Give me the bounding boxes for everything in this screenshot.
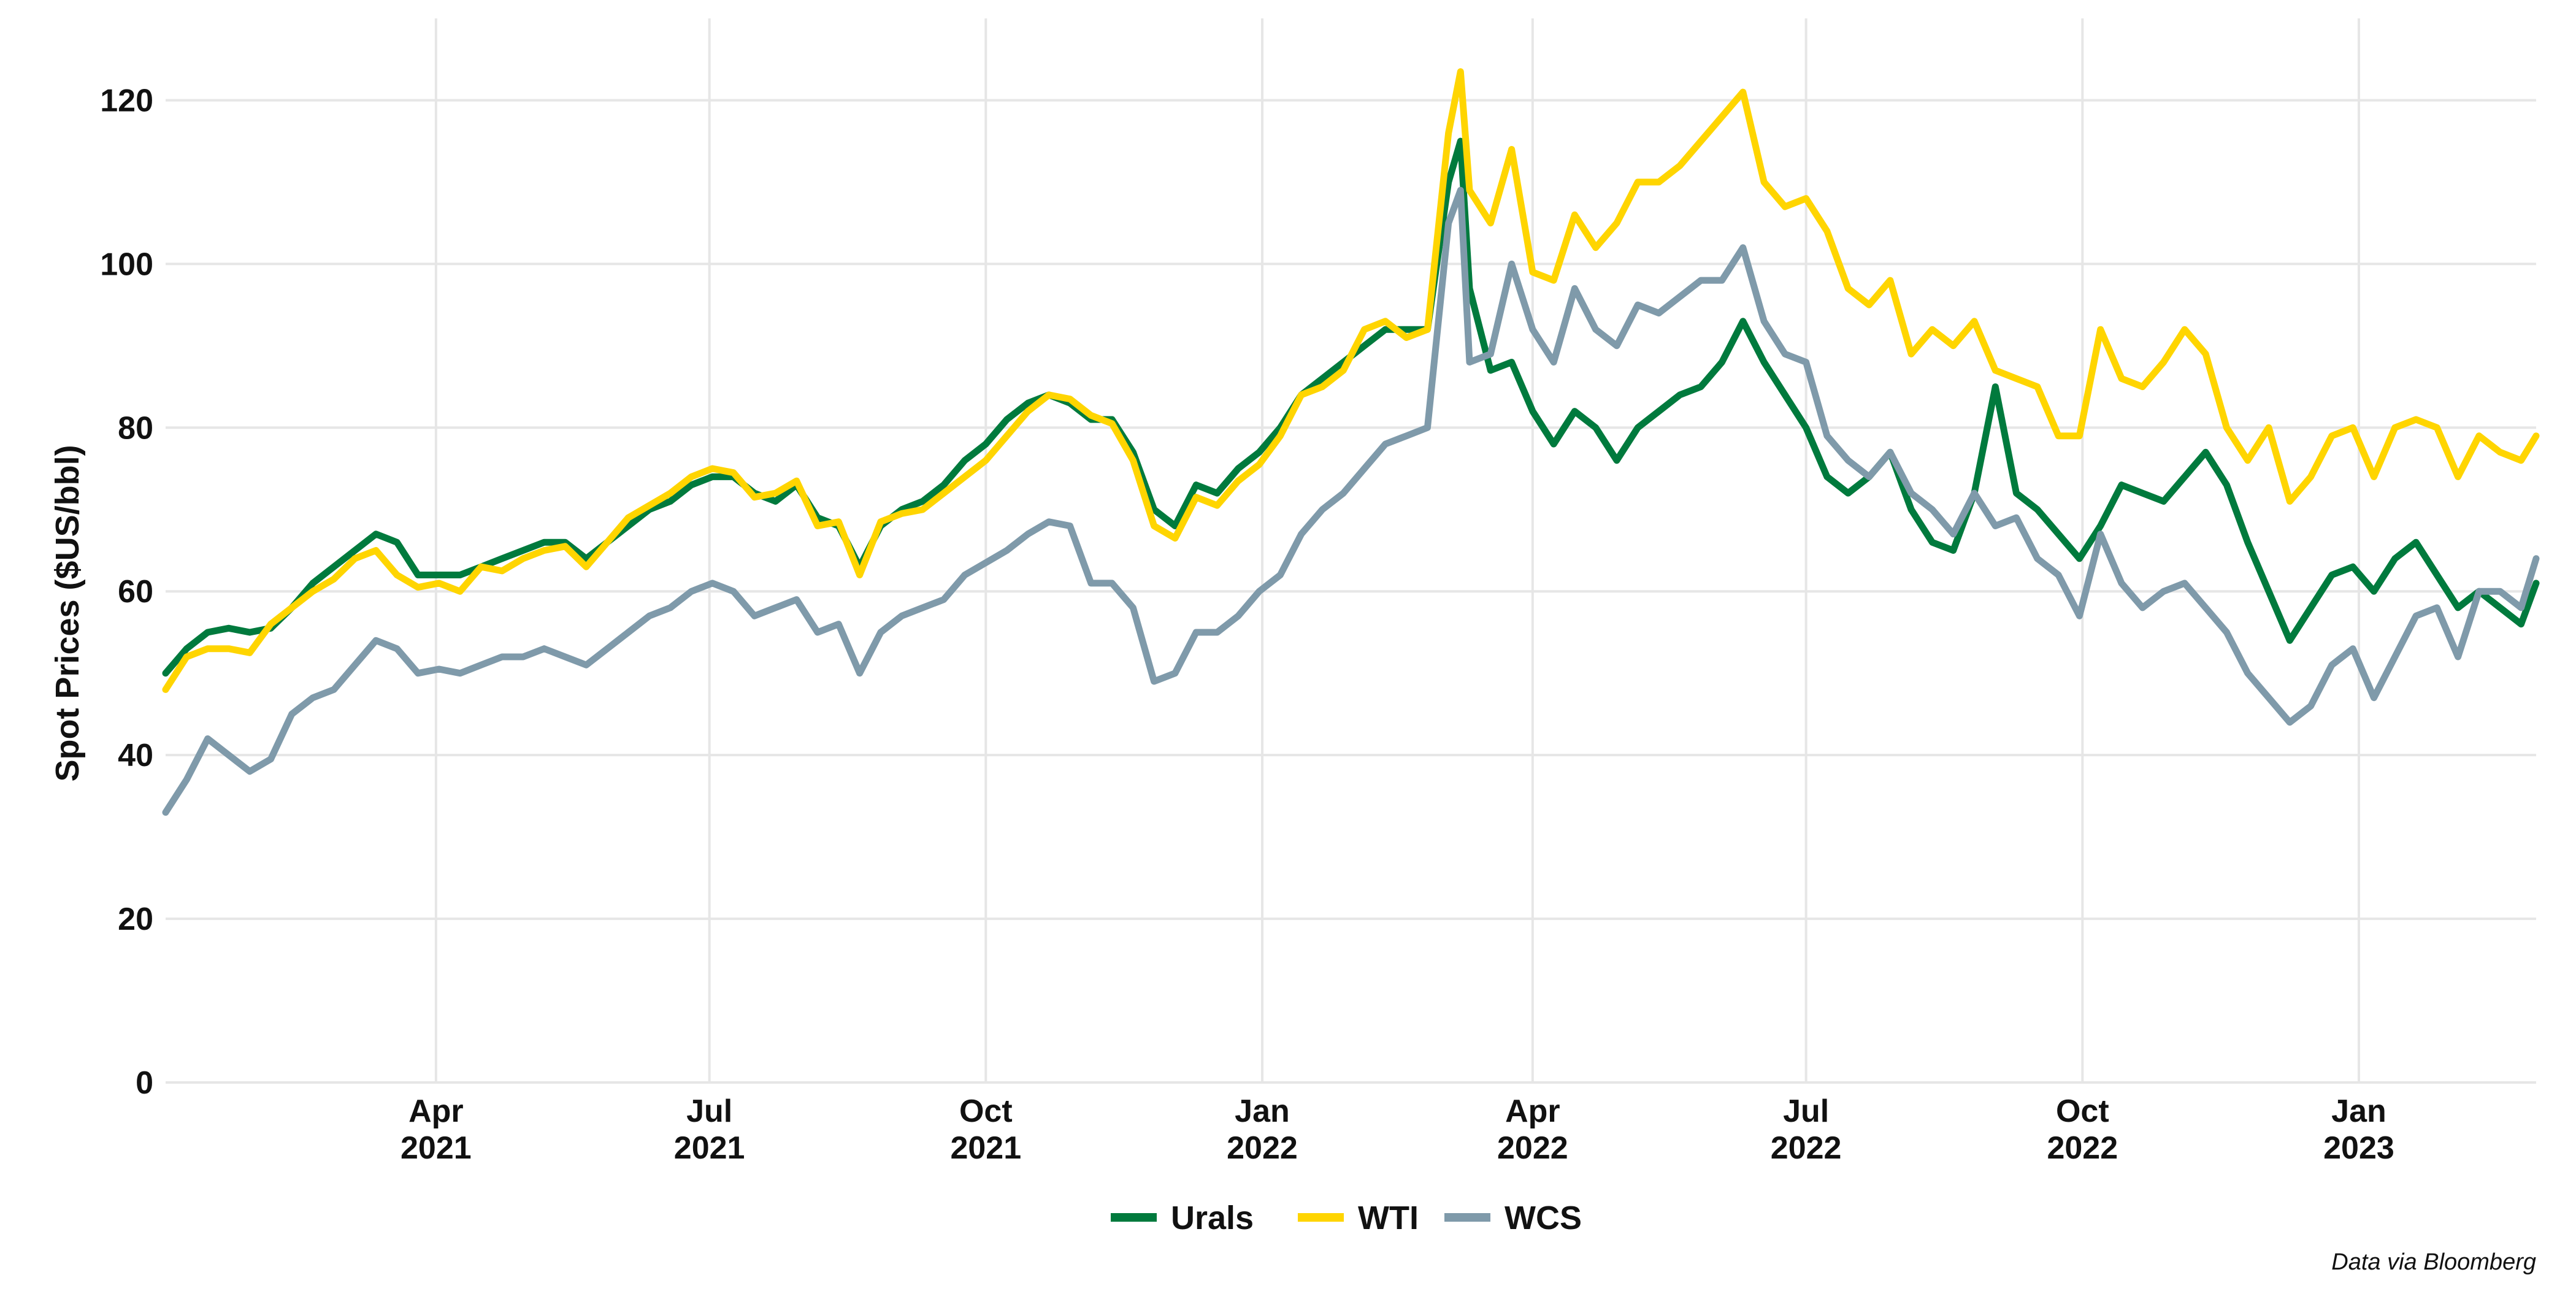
x-tick-label-month-1: Jul: [686, 1094, 732, 1129]
series-line-wcs: [162, 186, 2540, 816]
y-tick-label-20: 20: [118, 902, 153, 937]
y-tick-label-100: 100: [100, 247, 153, 282]
y-axis-title: Spot Prices ($US/bbl): [49, 445, 86, 781]
x-tick-label-year-1: 2021: [674, 1130, 745, 1166]
y-tick-label-80: 80: [118, 410, 153, 446]
x-tick-label-month-2: Oct: [959, 1094, 1013, 1129]
source-caption: Data via Bloomberg: [2331, 1249, 2536, 1275]
x-tick-label-month-0: Apr: [408, 1094, 464, 1129]
legend-label-wti: WTI: [1358, 1200, 1419, 1236]
y-tick-label-120: 120: [100, 83, 153, 118]
x-axis-ticks: Apr2021Jul2021Oct2021Jan2022Apr2022Jul20…: [401, 1094, 2394, 1166]
y-tick-label-40: 40: [118, 738, 153, 773]
legend-label-wcs: WCS: [1505, 1200, 1582, 1236]
x-tick-label-month-6: Oct: [2056, 1094, 2109, 1129]
x-tick-label-year-4: 2022: [1497, 1130, 1568, 1166]
x-tick-label-year-0: 2021: [401, 1130, 472, 1166]
series-line-wti: [162, 68, 2540, 693]
x-tick-label-year-6: 2022: [2047, 1130, 2118, 1166]
y-tick-label-0: 0: [136, 1065, 153, 1101]
x-tick-label-year-3: 2022: [1227, 1130, 1298, 1166]
x-tick-label-month-5: Jul: [1783, 1094, 1829, 1129]
y-axis-ticks: 0 20 40 60 80 100 120: [100, 83, 153, 1101]
x-tick-label-year-2: 2021: [950, 1130, 1021, 1166]
x-tick-label-year-5: 2022: [1771, 1130, 1842, 1166]
legend: Urals WTI WCS: [1111, 1200, 1582, 1236]
x-tick-label-month-7: Jan: [2331, 1094, 2386, 1129]
x-tick-label-month-4: Apr: [1505, 1094, 1560, 1129]
x-tick-label-month-3: Jan: [1235, 1094, 1290, 1129]
y-tick-label-60: 60: [118, 574, 153, 610]
series-lines: [162, 68, 2540, 816]
x-tick-label-year-7: 2023: [2323, 1130, 2394, 1166]
legend-label-urals: Urals: [1171, 1200, 1254, 1236]
series-line-urals: [162, 137, 2540, 677]
